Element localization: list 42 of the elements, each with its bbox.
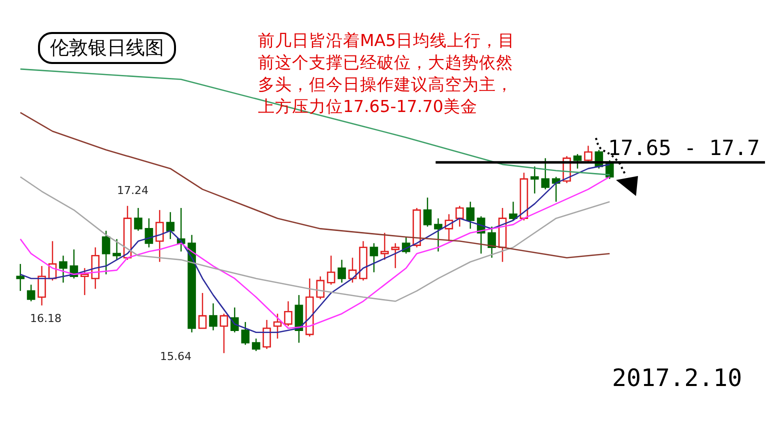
- candlestick: [530, 166, 539, 194]
- candlestick: [326, 255, 336, 286]
- candlestick: [80, 268, 89, 296]
- candlestick: [102, 230, 110, 275]
- annotation: 15.64: [160, 350, 192, 363]
- candlestick: [573, 153, 582, 170]
- candlestick: [509, 201, 518, 222]
- candlestick: [466, 201, 475, 230]
- candlestick: [380, 232, 389, 260]
- candlestick: [262, 319, 271, 350]
- candlestick: [38, 265, 46, 306]
- candlestick: [241, 321, 250, 346]
- candlestick: [273, 313, 282, 340]
- annotation: 17.24: [117, 184, 148, 197]
- candlestick: [423, 197, 432, 228]
- candlestick: [26, 284, 36, 302]
- candlestick: [166, 212, 175, 240]
- candlestick: [144, 218, 154, 248]
- candlestick: [16, 263, 25, 292]
- candlestick: [455, 205, 464, 228]
- candlestick: [584, 145, 592, 163]
- candlestick: [209, 302, 218, 331]
- chart-title: 伦敦银日线图: [38, 32, 176, 64]
- candlestick: [316, 276, 325, 300]
- candlestick: [252, 338, 260, 352]
- candlestick: [284, 300, 292, 327]
- candlestick: [370, 242, 378, 273]
- annotation: 16.18: [30, 312, 62, 325]
- text: 2017.2.10: [612, 364, 742, 392]
- candlestick: [91, 246, 100, 290]
- annotation: 17.65 - 17.7: [608, 136, 760, 160]
- candlestick: [198, 292, 207, 329]
- candlestick: [134, 207, 142, 232]
- candlestick: [391, 242, 400, 269]
- candlestick: [434, 218, 442, 252]
- candlestick: [112, 238, 121, 260]
- candlestick: [155, 209, 164, 262]
- candlestick: [59, 255, 68, 284]
- candlestick: [338, 259, 346, 284]
- candlestick: [220, 313, 228, 354]
- candlestick: [488, 226, 496, 258]
- candlestick: [541, 158, 550, 190]
